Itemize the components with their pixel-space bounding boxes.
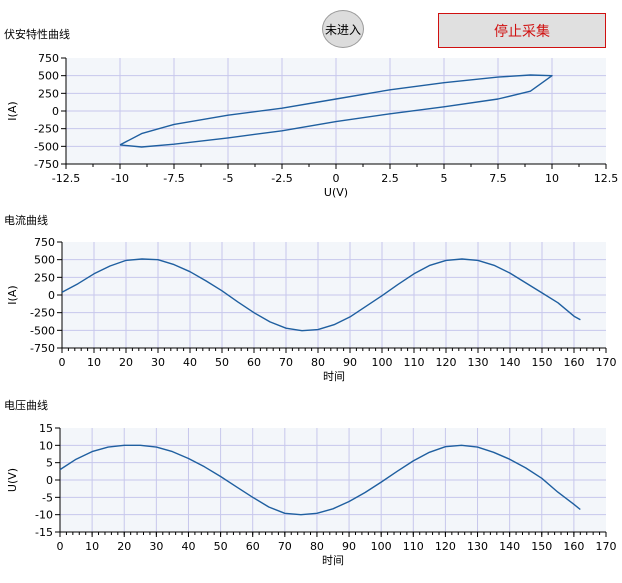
x-tick-label: 10	[85, 540, 99, 553]
x-tick-label: 20	[117, 540, 131, 553]
voltage-chart: 0 10 20 30 40 50 60 70 80 90 100 110 120 130 140 150 160…	[6, 422, 617, 567]
x-axis-label: 时间	[322, 554, 344, 567]
x-tick-label: 100	[371, 540, 392, 553]
x-tick-label: -7.5	[163, 172, 184, 185]
series-line	[61, 258, 581, 332]
x-tick-label: 30	[151, 356, 165, 369]
x-tick-label: 90	[343, 356, 357, 369]
status-button[interactable]: 未进入	[322, 10, 364, 48]
y-tick-label: -10	[35, 509, 53, 522]
x-tick-label: 170	[596, 540, 617, 553]
y-tick-label: -5	[42, 491, 53, 504]
x-tick-label: 0	[333, 172, 340, 185]
y-tick-label: -15	[35, 526, 53, 539]
x-tick-label: 50	[214, 540, 228, 553]
x-tick-label: 40	[183, 356, 197, 369]
y-axis-label: I(A)	[6, 101, 19, 120]
x-tick-label: 7.5	[489, 172, 507, 185]
x-tick-label: 160	[563, 540, 584, 553]
x-tick-label: 130	[467, 540, 488, 553]
y-axis-label: U(V)	[6, 468, 19, 492]
y-tick-label: 5	[46, 457, 53, 470]
x-tick-label: 70	[278, 540, 292, 553]
x-tick-label: 120	[436, 356, 457, 369]
x-tick-label: 70	[279, 356, 293, 369]
x-tick-label: 160	[564, 356, 585, 369]
x-tick-label: 2.5	[381, 172, 399, 185]
x-tick-label: 140	[500, 356, 521, 369]
x-tick-label: 150	[532, 356, 553, 369]
current-chart-title: 电流曲线	[4, 214, 48, 227]
y-tick-label: -500	[30, 324, 55, 337]
y-tick-label: 250	[38, 87, 59, 100]
x-tick-label: 100	[372, 356, 393, 369]
x-tick-label: -5	[223, 172, 234, 185]
y-tick-label: -250	[34, 123, 59, 136]
y-tick-label: 15	[39, 422, 53, 435]
x-tick-label: 30	[149, 540, 163, 553]
x-tick-label: 10	[87, 356, 101, 369]
series-line	[59, 444, 581, 516]
y-tick-label: 750	[38, 52, 59, 65]
y-tick-label: 250	[34, 271, 55, 284]
vi-chart-title: 伏安特性曲线	[4, 28, 70, 41]
y-tick-label: 0	[52, 105, 59, 118]
x-tick-label: 5	[441, 172, 448, 185]
x-axis-label: U(V)	[324, 186, 348, 199]
x-tick-label: 0	[59, 356, 66, 369]
x-tick-label: 60	[246, 540, 260, 553]
x-tick-label: 110	[404, 356, 425, 369]
x-tick-label: 80	[310, 540, 324, 553]
x-tick-label: 110	[403, 540, 424, 553]
y-tick-label: 500	[38, 70, 59, 83]
x-tick-label: 60	[247, 356, 261, 369]
x-tick-label: 50	[215, 356, 229, 369]
y-tick-label: 0	[48, 289, 55, 302]
x-tick-label: 10	[545, 172, 559, 185]
x-tick-label: -2.5	[271, 172, 292, 185]
y-tick-label: 10	[39, 439, 53, 452]
y-tick-label: -750	[34, 158, 59, 171]
series-line	[119, 74, 553, 148]
y-tick-label: 750	[34, 236, 55, 249]
x-tick-label: 140	[499, 540, 520, 553]
vi-chart: -12.5 -10 -7.5 -5 -2.5 0 2.5 5 7.5 10 12.5 750 500 25…	[6, 52, 619, 199]
stop-acquisition-button[interactable]: 停止采集	[438, 13, 606, 48]
x-tick-label: -12.5	[52, 172, 80, 185]
y-tick-label: -500	[34, 140, 59, 153]
voltage-chart-title: 电压曲线	[4, 399, 48, 412]
y-tick-label: 500	[34, 254, 55, 267]
x-tick-label: -10	[111, 172, 129, 185]
x-tick-label: 150	[531, 540, 552, 553]
x-tick-label: 0	[57, 540, 64, 553]
x-tick-label: 90	[342, 540, 356, 553]
current-chart: 0 10 20 30 40 50 60 70 80 90 100 110 120 130 140 150 160…	[6, 236, 617, 383]
x-tick-label: 40	[181, 540, 195, 553]
y-tick-label: 0	[46, 474, 53, 487]
x-tick-label: 20	[119, 356, 133, 369]
x-tick-label: 12.5	[594, 172, 619, 185]
x-tick-label: 170	[596, 356, 617, 369]
x-tick-label: 120	[435, 540, 456, 553]
x-tick-label: 130	[468, 356, 489, 369]
y-tick-label: -750	[30, 342, 55, 355]
x-axis-label: 时间	[323, 370, 345, 383]
y-axis-label: I(A)	[6, 285, 19, 304]
x-tick-label: 80	[311, 356, 325, 369]
y-tick-label: -250	[30, 307, 55, 320]
